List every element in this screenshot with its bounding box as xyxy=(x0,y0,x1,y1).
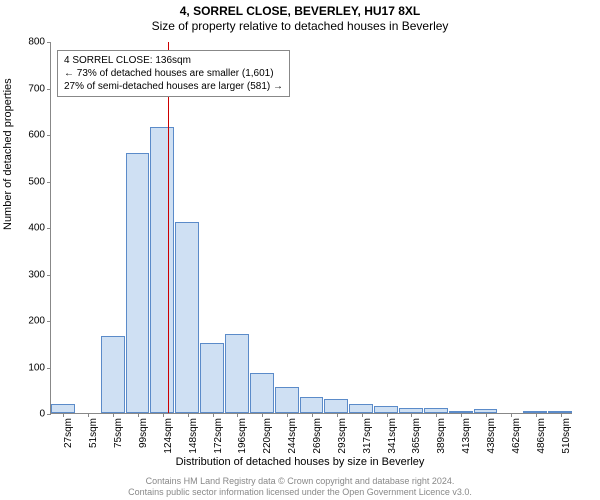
y-tick-mark xyxy=(47,135,51,136)
x-tick-mark xyxy=(188,413,189,417)
x-tick-label: 438sqm xyxy=(486,418,497,458)
x-tick-mark xyxy=(536,413,537,417)
histogram-bar xyxy=(250,373,274,413)
y-tick-label: 0 xyxy=(13,409,45,420)
x-tick-label: 124sqm xyxy=(163,418,174,458)
chart-subtitle: Size of property relative to detached ho… xyxy=(0,19,600,33)
info-line-2: ← 73% of detached houses are smaller (1,… xyxy=(64,67,283,80)
y-tick-mark xyxy=(47,228,51,229)
y-tick-label: 500 xyxy=(13,176,45,187)
info-line-1: 4 SORREL CLOSE: 136sqm xyxy=(64,54,283,67)
info-callout-box: 4 SORREL CLOSE: 136sqm← 73% of detached … xyxy=(57,50,290,97)
x-tick-label: 220sqm xyxy=(262,418,273,458)
histogram-bar xyxy=(275,387,299,413)
y-tick-mark xyxy=(47,182,51,183)
x-tick-mark xyxy=(163,413,164,417)
x-tick-label: 486sqm xyxy=(536,418,547,458)
x-tick-mark xyxy=(237,413,238,417)
y-tick-label: 700 xyxy=(13,83,45,94)
y-tick-label: 600 xyxy=(13,130,45,141)
histogram-bar xyxy=(101,336,125,413)
x-tick-label: 148sqm xyxy=(188,418,199,458)
reference-line xyxy=(168,42,169,413)
y-tick-label: 800 xyxy=(13,37,45,48)
x-tick-label: 413sqm xyxy=(461,418,472,458)
footer-line-2: Contains public sector information licen… xyxy=(0,487,600,498)
y-tick-mark xyxy=(47,414,51,415)
x-tick-label: 341sqm xyxy=(387,418,398,458)
y-tick-mark xyxy=(47,368,51,369)
histogram-bar xyxy=(175,222,199,413)
histogram-bar xyxy=(374,406,398,413)
histogram-bar xyxy=(126,153,150,413)
x-tick-label: 293sqm xyxy=(337,418,348,458)
histogram-bar xyxy=(349,404,373,413)
y-tick-mark xyxy=(47,89,51,90)
x-tick-label: 27sqm xyxy=(63,418,74,458)
y-tick-mark xyxy=(47,275,51,276)
x-tick-mark xyxy=(387,413,388,417)
y-tick-label: 300 xyxy=(13,269,45,280)
y-tick-label: 200 xyxy=(13,316,45,327)
x-tick-label: 510sqm xyxy=(561,418,572,458)
x-tick-label: 389sqm xyxy=(436,418,447,458)
x-tick-label: 99sqm xyxy=(138,418,149,458)
x-tick-label: 365sqm xyxy=(411,418,422,458)
x-tick-mark xyxy=(486,413,487,417)
histogram-bar xyxy=(150,127,174,413)
x-tick-mark xyxy=(138,413,139,417)
x-tick-mark xyxy=(287,413,288,417)
x-axis-label: Distribution of detached houses by size … xyxy=(0,456,600,468)
x-tick-mark xyxy=(213,413,214,417)
x-tick-mark xyxy=(511,413,512,417)
x-tick-mark xyxy=(337,413,338,417)
y-axis-label: Number of detached properties xyxy=(2,78,14,230)
histogram-bar xyxy=(300,397,324,413)
y-tick-label: 400 xyxy=(13,223,45,234)
footer-line-1: Contains HM Land Registry data © Crown c… xyxy=(0,476,600,487)
y-tick-mark xyxy=(47,321,51,322)
x-tick-mark xyxy=(411,413,412,417)
histogram-bar xyxy=(200,343,224,413)
x-tick-label: 51sqm xyxy=(88,418,99,458)
address-title: 4, SORREL CLOSE, BEVERLEY, HU17 8XL xyxy=(0,4,600,18)
x-tick-label: 269sqm xyxy=(312,418,323,458)
x-tick-mark xyxy=(88,413,89,417)
x-tick-mark xyxy=(561,413,562,417)
x-tick-label: 244sqm xyxy=(287,418,298,458)
x-tick-mark xyxy=(461,413,462,417)
x-tick-label: 462sqm xyxy=(511,418,522,458)
attribution-footer: Contains HM Land Registry data © Crown c… xyxy=(0,476,600,498)
x-tick-label: 317sqm xyxy=(362,418,373,458)
x-tick-label: 75sqm xyxy=(113,418,124,458)
x-tick-label: 196sqm xyxy=(237,418,248,458)
y-tick-label: 100 xyxy=(13,362,45,373)
histogram-bar xyxy=(225,334,249,413)
x-tick-mark xyxy=(262,413,263,417)
x-tick-mark xyxy=(63,413,64,417)
x-tick-mark xyxy=(436,413,437,417)
x-tick-mark xyxy=(113,413,114,417)
histogram-bar xyxy=(51,404,75,413)
x-tick-mark xyxy=(312,413,313,417)
histogram-chart: 010020030040050060070080027sqm51sqm75sqm… xyxy=(50,42,572,414)
histogram-bar xyxy=(324,399,348,413)
x-tick-mark xyxy=(362,413,363,417)
info-line-3: 27% of semi-detached houses are larger (… xyxy=(64,80,283,93)
x-tick-label: 172sqm xyxy=(213,418,224,458)
y-tick-mark xyxy=(47,42,51,43)
